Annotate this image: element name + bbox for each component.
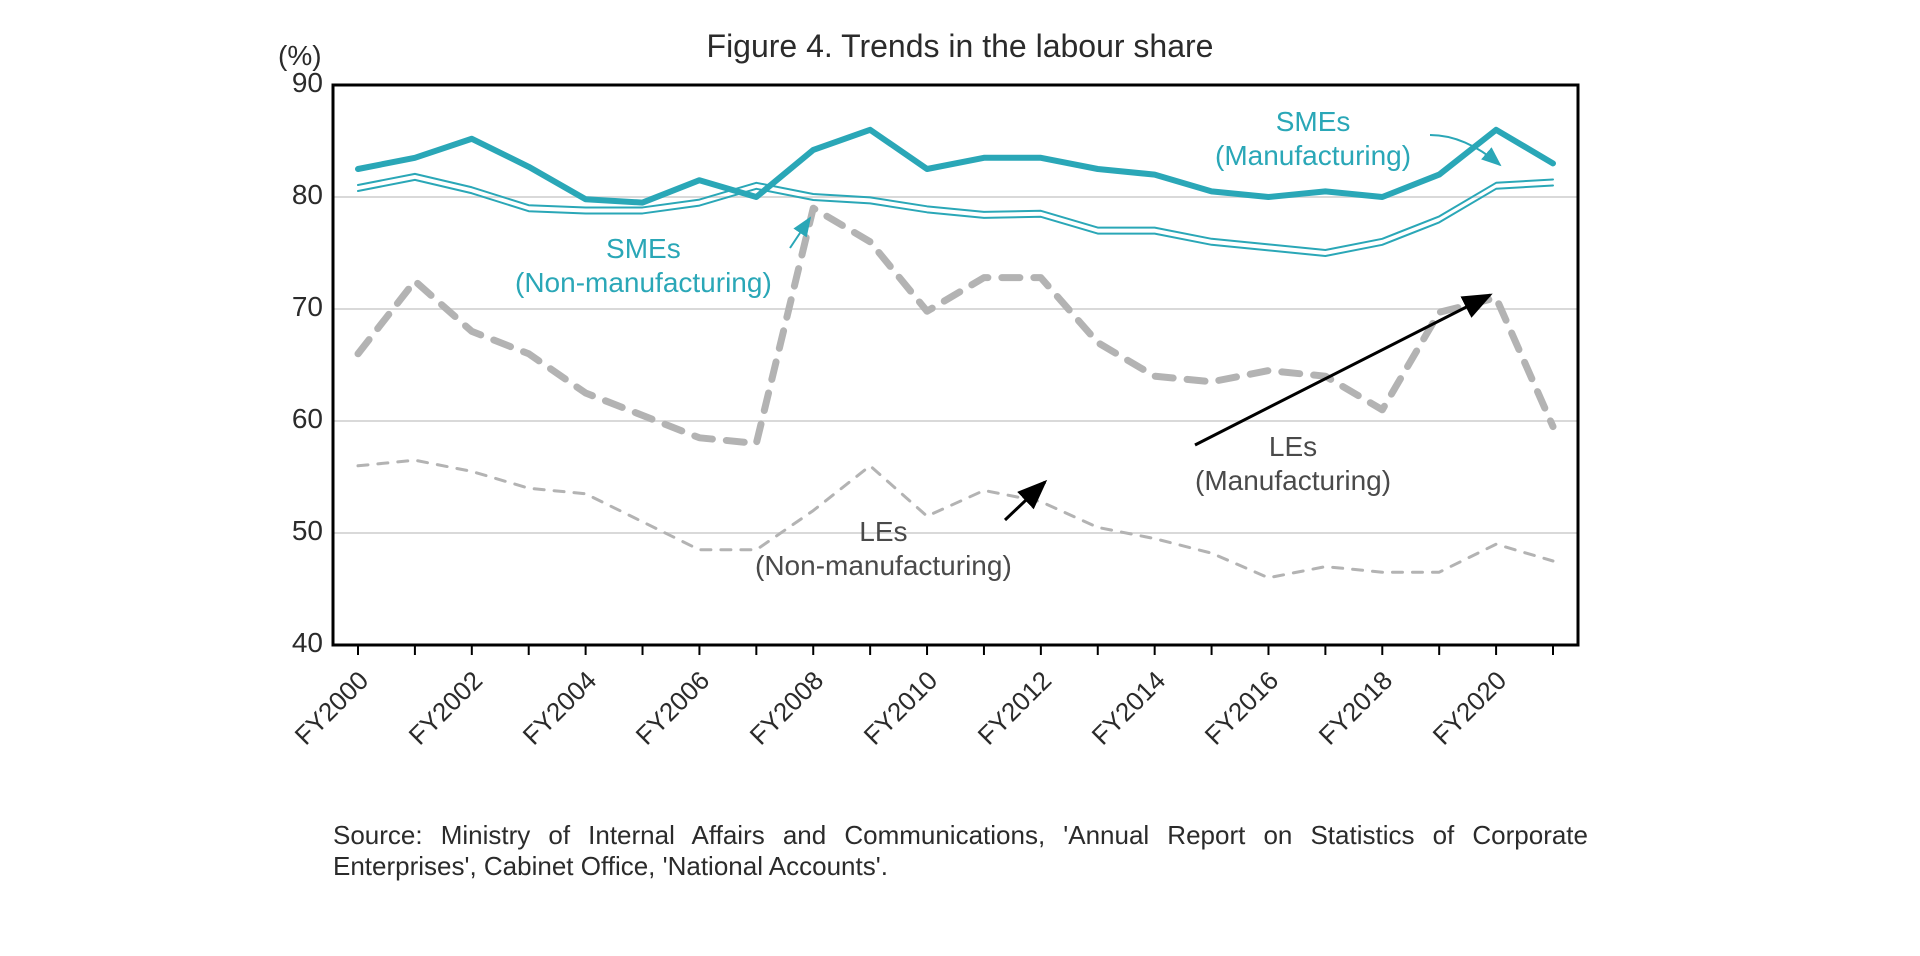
series-label: LEs(Non-manufacturing): [755, 515, 1012, 582]
source-caption: Source: Ministry of Internal Affairs and…: [333, 820, 1588, 882]
line-chart: [0, 0, 1920, 956]
y-tick-label: 80: [273, 179, 323, 211]
y-tick-label: 60: [273, 403, 323, 435]
y-tick-label: 40: [273, 627, 323, 659]
annotation-arrow: [1430, 135, 1500, 165]
annotation-arrow: [1195, 295, 1490, 445]
figure-container: Figure 4. Trends in the labour share (%)…: [0, 0, 1920, 956]
series-label: LEs(Manufacturing): [1195, 430, 1391, 497]
series-label: SMEs(Manufacturing): [1215, 105, 1411, 172]
series-label: SMEs(Non-manufacturing): [515, 232, 772, 299]
y-tick-label: 90: [273, 67, 323, 99]
y-tick-label: 70: [273, 291, 323, 323]
y-tick-label: 50: [273, 515, 323, 547]
